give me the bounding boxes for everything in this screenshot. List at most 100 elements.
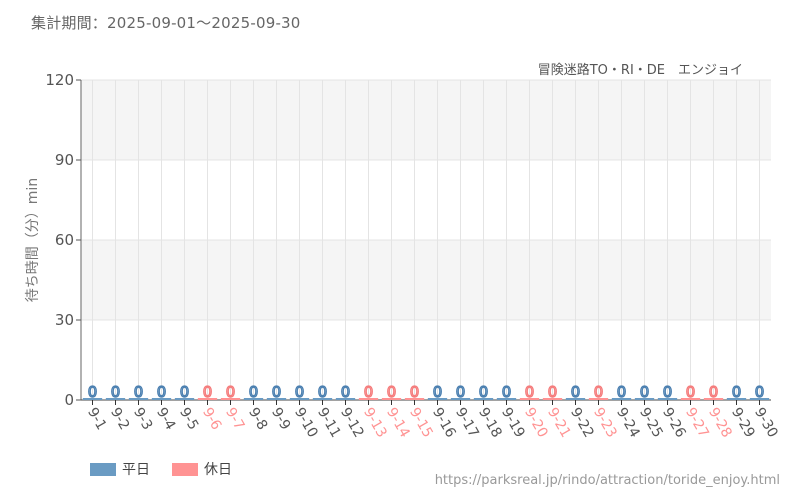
bar [289, 398, 310, 400]
bar [128, 398, 149, 400]
y-tick-label: 0 [64, 391, 74, 409]
x-tick-label: 9-10 [291, 405, 321, 441]
data-label: 0 [755, 383, 765, 401]
weekday-swatch [90, 462, 116, 476]
x-tick-label: 9-7 [222, 405, 247, 433]
x-tick-label: 9-26 [659, 405, 689, 441]
x-tick-label: 9-17 [452, 405, 482, 441]
attraction-title: 冒険迷路TO・RI・DE エンジョイ [537, 63, 743, 78]
data-label: 0 [456, 383, 466, 401]
period-label: 集計期間：2025-09-01～2025-09-30 [31, 14, 301, 32]
data-label: 0 [387, 383, 397, 401]
bar [151, 398, 172, 400]
data-label: 0 [157, 383, 167, 401]
x-tick-label: 9-1 [84, 405, 109, 433]
x-tick-label: 9-24 [613, 405, 643, 441]
holiday-swatch [172, 462, 198, 476]
bar [473, 398, 494, 400]
x-tick-label: 9-9 [268, 405, 293, 433]
x-tick-label: 9-23 [590, 405, 620, 441]
data-label: 0 [594, 383, 604, 401]
bar [542, 398, 563, 400]
x-tick-label: 9-25 [636, 405, 666, 441]
x-tick-label: 9-6 [199, 405, 224, 433]
data-label: 0 [617, 383, 627, 401]
bar [105, 398, 126, 400]
bar [197, 398, 218, 400]
x-tick-label: 9-8 [245, 405, 270, 433]
data-label: 0 [433, 383, 443, 401]
x-tick-label: 9-2 [107, 405, 132, 433]
data-label: 0 [180, 383, 190, 401]
bar [174, 398, 195, 400]
bar [381, 398, 402, 400]
x-tick-label: 9-22 [567, 405, 597, 441]
data-label: 0 [548, 383, 558, 401]
x-tick-label: 9-20 [521, 405, 551, 441]
data-label: 0 [249, 383, 259, 401]
bar [243, 398, 264, 400]
data-label: 0 [479, 383, 489, 401]
x-tick-label: 9-29 [728, 405, 758, 441]
bar [220, 398, 241, 400]
x-tick-label: 9-16 [429, 405, 459, 441]
x-tick-label: 9-3 [130, 405, 155, 433]
bar [335, 398, 356, 400]
bar [358, 398, 379, 400]
y-tick-label: 30 [55, 311, 74, 329]
bar [82, 398, 103, 400]
x-tick-label: 9-19 [498, 405, 528, 441]
x-tick-label: 9-27 [682, 405, 712, 441]
data-label: 0 [640, 383, 650, 401]
legend-label-weekday: 平日 [122, 462, 150, 478]
grid-band [81, 240, 771, 320]
x-tick-label: 9-4 [153, 405, 178, 433]
data-label: 0 [272, 383, 282, 401]
data-label: 0 [732, 383, 742, 401]
bar [657, 398, 678, 400]
legend-item-holiday[interactable]: 休日 [172, 459, 232, 479]
data-label: 0 [226, 383, 236, 401]
bar [703, 398, 724, 400]
data-label: 0 [502, 383, 512, 401]
bar [565, 398, 586, 400]
data-label: 0 [709, 383, 719, 401]
data-label: 0 [571, 383, 581, 401]
data-label: 0 [663, 383, 673, 401]
data-label: 0 [88, 383, 98, 401]
data-label: 0 [525, 383, 535, 401]
data-label: 0 [295, 383, 305, 401]
x-tick-label: 9-21 [544, 405, 574, 441]
bar [427, 398, 448, 400]
data-label: 0 [341, 383, 351, 401]
bar [726, 398, 747, 400]
x-tick-label: 9-5 [176, 405, 201, 433]
x-tick-label: 9-12 [337, 405, 367, 441]
bar [450, 398, 471, 400]
legend: 平日 休日 [90, 459, 254, 479]
bar [634, 398, 655, 400]
data-label: 0 [203, 383, 213, 401]
bar [519, 398, 540, 400]
x-tick-label: 9-13 [360, 405, 390, 441]
x-tick-label: 9-18 [475, 405, 505, 441]
data-label: 0 [686, 383, 696, 401]
legend-label-holiday: 休日 [204, 462, 232, 478]
x-tick-label: 9-15 [406, 405, 436, 441]
bar [588, 398, 609, 400]
x-tick-label: 9-11 [314, 405, 344, 441]
grid-band [81, 80, 771, 160]
x-tick-label: 9-28 [705, 405, 735, 441]
x-tick-label: 9-14 [383, 405, 413, 441]
x-tick-label: 9-30 [751, 405, 781, 441]
data-label: 0 [134, 383, 144, 401]
legend-item-weekday[interactable]: 平日 [90, 459, 150, 479]
data-label: 0 [410, 383, 420, 401]
bar [680, 398, 701, 400]
bar [404, 398, 425, 400]
bar [312, 398, 333, 400]
data-label: 0 [364, 383, 374, 401]
data-label: 0 [318, 383, 328, 401]
y-tick-label: 60 [55, 231, 74, 249]
